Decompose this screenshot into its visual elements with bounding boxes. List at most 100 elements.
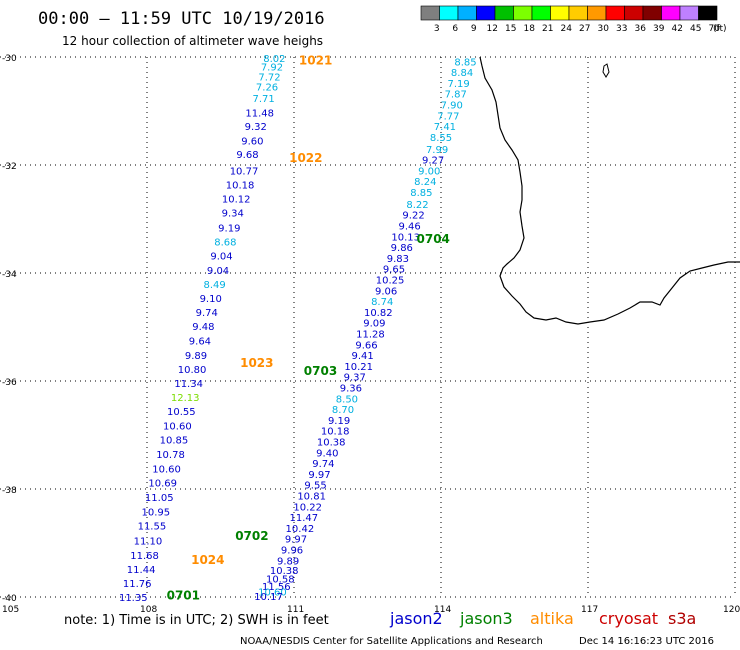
colorbar-swatch xyxy=(494,5,514,21)
grid xyxy=(0,56,736,598)
jason2-point: 11.35 xyxy=(119,593,148,604)
jason3-point: 9.96 xyxy=(281,545,303,556)
jason3-point: 10.18 xyxy=(321,427,350,438)
colorbar-tick: 39 xyxy=(653,24,665,34)
colorbar-swatch xyxy=(476,5,496,21)
time-label: 0703 xyxy=(304,364,337,378)
jason2-point: 9.04 xyxy=(210,252,232,263)
jason2-point: 7.26 xyxy=(256,83,278,94)
jason3-point: 8.70 xyxy=(332,405,354,416)
jason2-point: 10.18 xyxy=(226,180,255,191)
jason3-point: 7.19 xyxy=(448,79,470,90)
jason3-point: 8.85 xyxy=(454,57,476,68)
jason3-point: 10.60 xyxy=(258,588,287,599)
jason2-point: 11.10 xyxy=(134,536,163,547)
y-tick-label: -40 xyxy=(2,594,17,604)
footer-credit: NOAA/NESDIS Center for Satellite Applica… xyxy=(240,636,543,647)
jason3-point: 10.58 xyxy=(266,575,295,586)
coastline xyxy=(479,56,740,325)
colorbar-swatch xyxy=(624,5,644,21)
jason2-point: 8.68 xyxy=(214,238,236,249)
jason2-point: 10.78 xyxy=(156,450,185,461)
colorbar-swatch xyxy=(550,5,570,21)
y-tick-label: -34 xyxy=(2,270,17,280)
colorbar-swatch xyxy=(439,5,459,21)
colorbar-tick: 36 xyxy=(634,24,646,34)
jason3-point: 9.66 xyxy=(355,340,377,351)
jason2-point: 11.55 xyxy=(138,522,167,533)
jason3-point: 9.06 xyxy=(375,286,397,297)
colorbar-tick: 33 xyxy=(616,24,627,34)
jason3-point: 9.37 xyxy=(344,373,366,384)
y-tick-label: -30 xyxy=(2,54,17,64)
footer-timestamp: Dec 14 16:16:23 UTC 2016 xyxy=(579,636,714,647)
jason3-point: 10.17 xyxy=(254,592,283,603)
jason3-point: 8.84 xyxy=(451,68,473,79)
y-tick-label: -32 xyxy=(2,162,17,172)
colorbar-swatch xyxy=(679,5,699,21)
jason2-point: 9.68 xyxy=(236,150,258,161)
jason2-point: 10.80 xyxy=(178,365,207,376)
jason3-point: 9.65 xyxy=(383,265,405,276)
colorbar: 3 6 9 12 15 18 21 24 27 30 33 36 39 42 45 70 xyxy=(420,5,720,34)
jason2-point: 9.10 xyxy=(200,294,222,305)
colorbar-tick: 45 xyxy=(690,24,701,34)
jason3-point: 9.83 xyxy=(387,254,409,265)
jason2-point: 9.32 xyxy=(245,122,267,133)
legend: jason2 jason3 altika cryosat s3a xyxy=(389,609,696,628)
jason2-point: 11.68 xyxy=(130,551,159,562)
jason3-point: 7.99 xyxy=(426,145,448,156)
jason3-point: 10.38 xyxy=(317,437,346,448)
jason3-point: 8.85 xyxy=(410,188,432,199)
jason2-point: 11.34 xyxy=(174,379,203,390)
jason3-point: 10.82 xyxy=(364,308,393,319)
jason2-point: 9.64 xyxy=(189,337,211,348)
coastline-path xyxy=(479,56,740,325)
jason3-point: 10.22 xyxy=(293,502,322,513)
jason2-point: 10.12 xyxy=(222,194,251,205)
jason3-point: 9.97 xyxy=(285,535,307,546)
colorbar-tick: 21 xyxy=(542,24,553,34)
jason3-point: 9.86 xyxy=(391,243,413,254)
colorbar-tick: 12 xyxy=(486,24,497,34)
jason2-point: 8.49 xyxy=(203,280,225,291)
island-path xyxy=(602,63,610,78)
jason3-point: 10.13 xyxy=(391,232,420,243)
jason2-point: 10.69 xyxy=(148,479,177,490)
legend-jason2: jason2 xyxy=(389,609,443,628)
colorbar-swatch xyxy=(587,5,607,21)
x-tick-labels: 105 108 111 114 117 120 xyxy=(2,605,740,615)
x-tick-label: 108 xyxy=(140,605,157,615)
jason2-point: 9.19 xyxy=(218,224,240,235)
jason2-point: 9.74 xyxy=(196,308,218,319)
jason2-point: 10.60 xyxy=(152,464,181,475)
jason2-point: 11.76 xyxy=(123,579,152,590)
x-tick-label: 120 xyxy=(723,605,740,615)
time-label: 0704 xyxy=(417,232,450,246)
x-tick-label: 111 xyxy=(287,605,304,615)
jason2-point: 8.02 xyxy=(263,54,285,65)
jason2-point: 7.92 xyxy=(261,63,283,74)
colorbar-tick: 6 xyxy=(452,24,458,34)
jason3-point: 8.55 xyxy=(430,133,452,144)
jason3-point: 9.46 xyxy=(399,221,421,232)
legend-jason3: jason3 xyxy=(459,609,513,628)
colorbar-tick: 42 xyxy=(671,24,682,34)
time-label: 1024 xyxy=(191,553,224,567)
colorbar-swatch xyxy=(642,5,662,21)
jason3-point: 9.40 xyxy=(316,448,338,459)
jason3-point: 8.50 xyxy=(336,394,358,405)
jason3-point: 7.41 xyxy=(434,122,456,133)
colorbar-swatch xyxy=(568,5,588,21)
jason3-point: 9.19 xyxy=(328,416,350,427)
jason2-point: 10.85 xyxy=(160,435,189,446)
jason3-point: 11.28 xyxy=(356,329,385,340)
jason3-point: 10.81 xyxy=(297,491,326,502)
x-tick-label: 114 xyxy=(434,605,451,615)
chart-title: 00:00 – 11:59 UTC 10/19/2016 xyxy=(38,9,325,29)
time-label: 1023 xyxy=(240,356,273,370)
time-label: 0702 xyxy=(235,529,268,543)
chart-subtitle: 12 hour collection of altimeter wave hei… xyxy=(62,34,323,48)
y-tick-labels: -30 -32 -34 -36 -38 -40 xyxy=(2,54,17,604)
colorbar-tick: 3 xyxy=(434,24,440,34)
